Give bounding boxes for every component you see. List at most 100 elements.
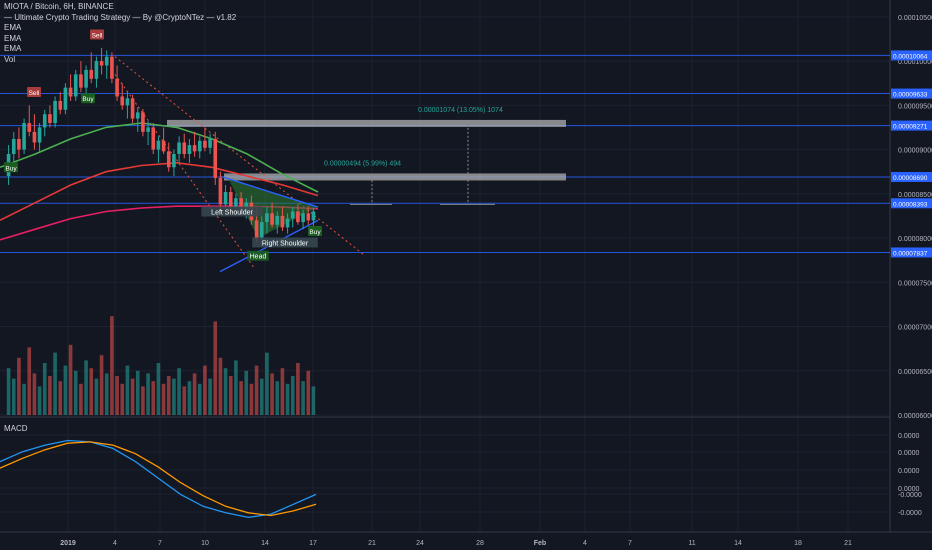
volume-bar — [259, 378, 264, 415]
channel-upper — [114, 56, 366, 257]
time-tick-label: 21 — [368, 540, 376, 547]
signal-tag-label: Sell — [92, 33, 103, 40]
candle-body — [27, 123, 32, 132]
candle-body — [280, 215, 285, 228]
macd-tick-label: -0.0000 — [898, 510, 922, 517]
volume-bar — [275, 381, 280, 415]
candle-body — [177, 142, 181, 154]
candle-body — [259, 222, 264, 239]
candle-body — [208, 138, 212, 148]
target-annotation-1: 0.00001074 (13.05%) 1074 — [418, 107, 503, 114]
candle-body — [182, 142, 187, 154]
candle-body — [218, 177, 223, 205]
volume-bar — [135, 370, 140, 415]
volume-bar — [53, 352, 57, 415]
macd-tick-label: -0.0000 — [898, 492, 922, 499]
volume-bar — [161, 383, 166, 415]
volume-bar — [120, 383, 125, 415]
candle-body — [141, 112, 145, 132]
volume-bar — [58, 381, 63, 415]
pattern-label: Right Shoulder — [262, 240, 309, 247]
ema-green-line — [0, 122, 319, 193]
candle-body — [110, 56, 114, 79]
time-tick-label: 17 — [309, 540, 317, 547]
volume-bar — [223, 368, 228, 415]
volume-bar — [68, 344, 73, 415]
volume-bar — [265, 352, 269, 415]
candle-body — [125, 98, 130, 106]
time-tick-label: 21 — [844, 540, 852, 547]
candle-body — [115, 78, 119, 97]
volume-bar — [151, 381, 156, 415]
level-tag-label: 0.00009633 — [893, 92, 928, 99]
candle-body — [84, 69, 88, 88]
volume-bar — [301, 381, 305, 415]
pattern-label-bg — [201, 206, 263, 217]
target-zone-1 — [167, 119, 566, 127]
time-tick-label: 10 — [201, 540, 209, 547]
candle-body — [172, 153, 176, 168]
volume-bar — [208, 378, 212, 415]
volume-bar — [37, 386, 42, 415]
signal-tag-sell — [90, 29, 104, 40]
volume-bar — [79, 383, 83, 415]
pattern-label-bg — [252, 237, 318, 248]
volume-bar — [239, 381, 243, 415]
candle-body — [290, 211, 295, 219]
volume-bar — [156, 363, 161, 415]
level-tag-label: 0.00008393 — [893, 201, 928, 208]
macd-signal-line — [0, 441, 317, 517]
volume-bar — [285, 383, 290, 415]
time-tick-label: 18 — [794, 540, 802, 547]
neckline-upper — [219, 175, 319, 208]
volume-bar — [73, 370, 78, 415]
candle-body — [146, 127, 150, 132]
candle-body — [17, 138, 21, 150]
signal-tag-sell — [27, 87, 41, 98]
volume-bar — [280, 368, 285, 415]
volume-bar — [84, 360, 88, 415]
volume-bar — [218, 357, 223, 415]
candle-body — [48, 114, 52, 124]
volume-bar — [63, 365, 68, 415]
volume-bar — [22, 383, 26, 415]
candle-body — [223, 192, 228, 205]
level-tag-bg — [891, 50, 932, 61]
price-tick-label: 0.00009500 — [898, 103, 932, 110]
volume-bar — [192, 373, 197, 415]
candle-body — [254, 220, 259, 239]
candle-body — [265, 213, 269, 223]
time-tick-label: 4 — [113, 540, 117, 547]
candle-body — [296, 211, 300, 223]
candle-body — [42, 114, 47, 128]
price-tick-label: 0.00006500 — [898, 369, 932, 376]
candle-body — [11, 138, 16, 154]
price-tick-label: 0.00010500 — [898, 15, 932, 22]
time-tick-label: 14 — [734, 540, 742, 547]
volume-bar — [27, 347, 32, 415]
volume-bar — [270, 373, 274, 415]
volume-bar — [146, 373, 150, 415]
volume-bar — [172, 378, 176, 415]
signal-tag-buy — [308, 225, 322, 236]
candle-body — [73, 74, 78, 97]
volume-bar — [197, 383, 202, 415]
indicator-line: — Ultimate Crypto Trading Strategy — By … — [4, 12, 237, 22]
time-tick-label: 7 — [628, 540, 632, 547]
price-tick-label: 0.00007500 — [898, 280, 932, 287]
macd-tick-label: 0.0000 — [898, 486, 920, 493]
candle-body — [37, 127, 42, 143]
level-tag-bg — [891, 88, 932, 99]
volume-bar — [290, 376, 295, 415]
candle-body — [68, 87, 73, 97]
level-tag-bg — [891, 171, 932, 182]
candle-body — [32, 131, 37, 143]
price-tick-label: 0.00008500 — [898, 192, 932, 199]
ema-red-line — [0, 161, 319, 222]
candle-body — [89, 69, 94, 79]
pattern-label-bg — [247, 250, 269, 261]
volume-bar — [213, 321, 218, 415]
volume-bar — [48, 376, 52, 415]
